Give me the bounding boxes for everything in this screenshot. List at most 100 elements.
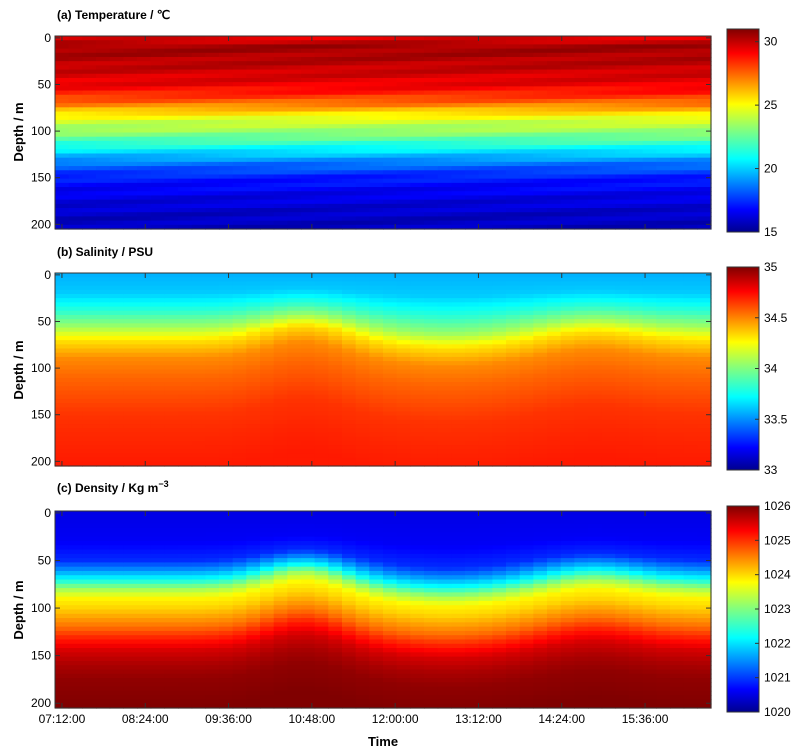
heatmap-cell (670, 298, 685, 303)
heatmap-cell (342, 174, 357, 180)
heatmap-cell (246, 348, 261, 354)
heatmap-cell (410, 449, 425, 455)
heatmap-cell (68, 461, 83, 467)
heatmap-cell (670, 327, 685, 333)
heatmap-cell (342, 386, 357, 392)
heatmap-cell (465, 182, 480, 188)
heatmap-cell (437, 203, 452, 209)
heatmap-cell (82, 44, 97, 50)
heatmap-cell (615, 212, 630, 218)
heatmap-cell (506, 103, 521, 108)
heatmap-cell (205, 323, 220, 329)
heatmap-cell (55, 656, 70, 662)
heatmap-cell (369, 440, 384, 446)
heatmap-cell (82, 310, 97, 316)
heatmap-cell (328, 394, 343, 400)
heatmap-cell (219, 216, 234, 222)
heatmap-cell (96, 635, 111, 641)
heatmap-cell (109, 690, 124, 696)
heatmap-cell (533, 73, 548, 79)
heatmap-cell (642, 394, 657, 400)
heatmap-cell (492, 293, 507, 299)
heatmap-cell (369, 314, 384, 320)
heatmap-cell (260, 86, 275, 92)
heatmap-cell (68, 277, 83, 282)
heatmap-cell (656, 65, 671, 71)
heatmap-cell (273, 94, 288, 100)
heatmap-cell (246, 411, 261, 417)
heatmap-cell (137, 382, 152, 387)
heatmap-cell (478, 449, 493, 455)
heatmap-cell (246, 199, 261, 205)
heatmap-cell (55, 327, 70, 333)
heatmap-cell (519, 331, 534, 337)
heatmap-cell (547, 136, 562, 142)
heatmap-cell (82, 432, 97, 438)
heatmap-cell (629, 382, 644, 387)
heatmap-cell (82, 445, 97, 450)
heatmap-cell (656, 166, 671, 171)
heatmap-cell (437, 323, 452, 329)
heatmap-cell (137, 115, 152, 121)
heatmap-cell (629, 440, 644, 446)
heatmap-cell (383, 335, 398, 341)
heatmap-cell (465, 178, 480, 184)
heatmap-cell (342, 191, 357, 197)
heatmap-cell (588, 356, 603, 362)
heatmap-cell (191, 82, 206, 87)
heatmap-cell (642, 187, 657, 192)
heatmap-cell (123, 145, 138, 150)
heatmap-cell (506, 407, 521, 413)
heatmap-cell (410, 145, 425, 150)
heatmap-cell (615, 461, 630, 467)
heatmap-cell (547, 302, 562, 308)
heatmap-cell (273, 365, 288, 371)
heatmap-cell (465, 440, 480, 446)
heatmap-cell (424, 40, 439, 45)
heatmap-cell (574, 415, 589, 421)
heatmap-cell (478, 98, 493, 104)
heatmap-cell (519, 314, 534, 320)
heatmap-cell (109, 618, 124, 623)
heatmap-cell (150, 224, 165, 230)
heatmap-cell (424, 140, 439, 146)
heatmap-cell (588, 98, 603, 104)
heatmap-cell (314, 453, 329, 459)
heatmap-cell (342, 170, 357, 176)
heatmap-cell (451, 44, 466, 50)
heatmap-cell (219, 140, 234, 146)
heatmap-cell (301, 331, 316, 337)
heatmap-cell (260, 44, 275, 50)
heatmap-cell (68, 348, 83, 354)
heatmap-cell (219, 449, 234, 455)
heatmap-cell (328, 445, 343, 450)
heatmap-cell (588, 386, 603, 392)
heatmap-cell (260, 111, 275, 117)
heatmap-cell (560, 170, 575, 176)
heatmap-cell (369, 356, 384, 362)
heatmap-cell (451, 352, 466, 358)
heatmap-cell (629, 306, 644, 312)
heatmap-cell (656, 107, 671, 113)
heatmap-cell (506, 90, 521, 96)
heatmap-cell (506, 170, 521, 176)
heatmap-cell (396, 170, 411, 176)
heatmap-cell (109, 199, 124, 205)
heatmap-cell (191, 178, 206, 184)
heatmap-cell (492, 361, 507, 366)
heatmap-cell (615, 365, 630, 371)
heatmap-cell (519, 461, 534, 467)
heatmap-cell (396, 119, 411, 125)
heatmap-cell (96, 528, 111, 534)
heatmap-cell (670, 107, 685, 113)
heatmap-cell (465, 331, 480, 337)
heatmap-cell (314, 424, 329, 429)
heatmap-cell (642, 166, 657, 171)
heatmap-cell (55, 103, 70, 108)
heatmap-cell (574, 73, 589, 79)
heatmap-cell (68, 224, 83, 230)
heatmap-cell (588, 331, 603, 337)
heatmap-cell (424, 119, 439, 125)
heatmap-cell (574, 115, 589, 121)
heatmap-cell (178, 203, 193, 209)
